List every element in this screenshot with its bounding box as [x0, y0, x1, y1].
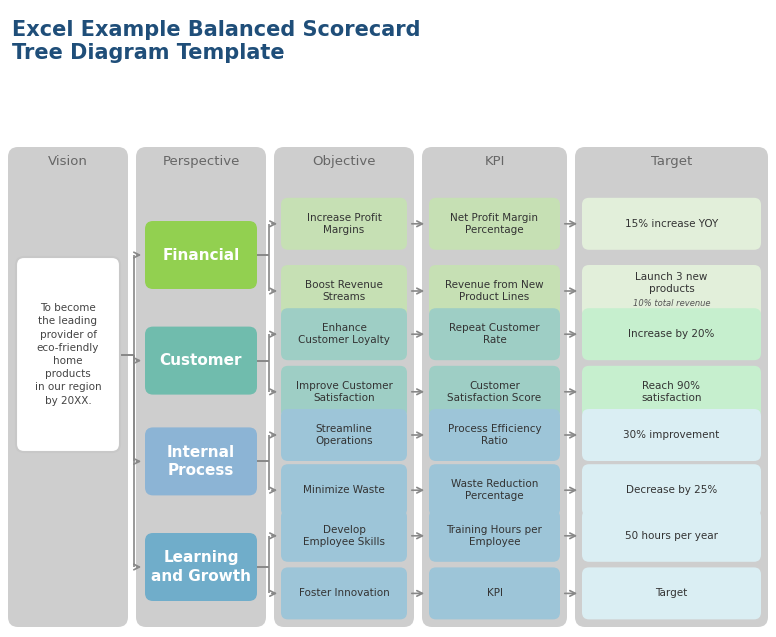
Text: KPI: KPI [484, 155, 504, 168]
Text: 50 hours per year: 50 hours per year [625, 531, 718, 541]
FancyBboxPatch shape [582, 366, 761, 418]
Text: Boost Revenue
Streams: Boost Revenue Streams [305, 280, 383, 302]
Text: Enhance
Customer Loyalty: Enhance Customer Loyalty [298, 323, 390, 345]
FancyBboxPatch shape [429, 568, 560, 619]
Text: Waste Reduction
Percentage: Waste Reduction Percentage [451, 479, 539, 501]
Text: Target: Target [651, 155, 692, 168]
Text: To become
the leading
provider of
eco-friendly
home
products
in our region
by 20: To become the leading provider of eco-fr… [35, 303, 102, 406]
Text: Increase by 20%: Increase by 20% [629, 329, 715, 339]
FancyBboxPatch shape [281, 366, 407, 418]
FancyBboxPatch shape [429, 366, 560, 418]
FancyBboxPatch shape [281, 510, 407, 562]
FancyBboxPatch shape [582, 510, 761, 562]
Text: Vision: Vision [48, 155, 88, 168]
Text: Learning
and Growth: Learning and Growth [151, 550, 251, 583]
FancyBboxPatch shape [575, 147, 768, 627]
FancyBboxPatch shape [281, 198, 407, 250]
Text: Customer: Customer [160, 353, 242, 368]
FancyBboxPatch shape [582, 464, 761, 516]
Text: 15% increase YOY: 15% increase YOY [625, 218, 718, 229]
Text: 30% improvement: 30% improvement [623, 430, 719, 440]
Text: Reach 90%
satisfaction: Reach 90% satisfaction [641, 380, 702, 403]
FancyBboxPatch shape [582, 265, 761, 317]
FancyBboxPatch shape [136, 147, 266, 627]
Text: Target: Target [656, 589, 688, 598]
FancyBboxPatch shape [281, 308, 407, 360]
Text: Training Hours per
Employee: Training Hours per Employee [446, 525, 542, 547]
FancyBboxPatch shape [145, 221, 257, 289]
Text: Foster Innovation: Foster Innovation [299, 589, 390, 598]
Text: 10% total revenue: 10% total revenue [632, 299, 710, 308]
FancyBboxPatch shape [429, 308, 560, 360]
FancyBboxPatch shape [281, 265, 407, 317]
Text: Minimize Waste: Minimize Waste [303, 485, 385, 495]
FancyBboxPatch shape [429, 265, 560, 317]
FancyBboxPatch shape [145, 327, 257, 394]
FancyBboxPatch shape [281, 464, 407, 516]
FancyBboxPatch shape [429, 464, 560, 516]
Text: Process Efficiency
Ratio: Process Efficiency Ratio [448, 424, 542, 446]
Text: Revenue from New
Product Lines: Revenue from New Product Lines [445, 280, 544, 302]
FancyBboxPatch shape [8, 147, 128, 627]
FancyBboxPatch shape [145, 427, 257, 496]
Text: Financial: Financial [162, 248, 240, 262]
Text: Develop
Employee Skills: Develop Employee Skills [303, 525, 385, 547]
Text: Excel Example Balanced Scorecard
Tree Diagram Template: Excel Example Balanced Scorecard Tree Di… [12, 20, 421, 63]
FancyBboxPatch shape [582, 198, 761, 250]
Text: Launch 3 new
products: Launch 3 new products [636, 272, 708, 294]
FancyBboxPatch shape [145, 533, 257, 601]
FancyBboxPatch shape [274, 147, 414, 627]
Text: Increase Profit
Margins: Increase Profit Margins [307, 213, 382, 235]
Text: Objective: Objective [312, 155, 376, 168]
FancyBboxPatch shape [281, 409, 407, 461]
Text: Internal
Process: Internal Process [167, 445, 235, 478]
FancyBboxPatch shape [281, 568, 407, 619]
FancyBboxPatch shape [582, 568, 761, 619]
Text: Customer
Satisfaction Score: Customer Satisfaction Score [448, 380, 542, 403]
Text: Net Profit Margin
Percentage: Net Profit Margin Percentage [451, 213, 539, 235]
Text: Perspective: Perspective [162, 155, 240, 168]
Text: Improve Customer
Satisfaction: Improve Customer Satisfaction [296, 380, 393, 403]
FancyBboxPatch shape [429, 409, 560, 461]
Text: Repeat Customer
Rate: Repeat Customer Rate [449, 323, 540, 345]
FancyBboxPatch shape [429, 198, 560, 250]
Text: Streamline
Operations: Streamline Operations [315, 424, 372, 446]
FancyBboxPatch shape [16, 257, 120, 452]
Text: KPI: KPI [487, 589, 503, 598]
FancyBboxPatch shape [422, 147, 567, 627]
FancyBboxPatch shape [582, 308, 761, 360]
Text: Decrease by 25%: Decrease by 25% [626, 485, 717, 495]
FancyBboxPatch shape [429, 510, 560, 562]
FancyBboxPatch shape [582, 409, 761, 461]
